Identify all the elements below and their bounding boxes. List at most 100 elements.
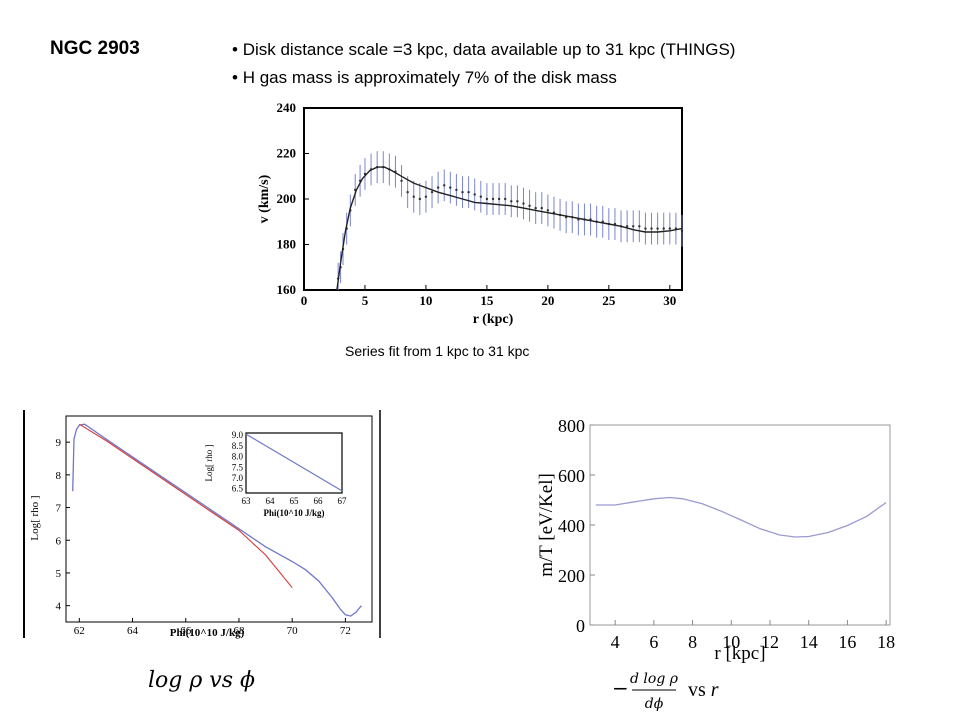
data-point	[528, 204, 531, 208]
data-point	[668, 227, 672, 230]
rotation-curve-errorbars	[337, 151, 683, 290]
data-point	[516, 200, 519, 203]
data-point	[455, 188, 458, 192]
x-tick-label: 12	[761, 632, 779, 652]
x-tick-label: 14	[800, 632, 818, 652]
bullet-marker: •	[232, 68, 238, 87]
x-tick-label: 68	[233, 625, 245, 637]
y-tick-label: 6	[56, 535, 62, 547]
y-tick-label: 600	[558, 466, 585, 486]
data-point	[534, 206, 537, 210]
caption-denominator: dϕ	[645, 696, 664, 712]
data-point	[485, 197, 489, 201]
data-point	[662, 227, 665, 230]
y-tick-label: 8	[56, 470, 62, 482]
y-tick-label: 200	[277, 191, 297, 206]
y-tick-label: 160	[277, 282, 297, 297]
y-axis-label: m/T [eV/Kel]	[536, 473, 557, 577]
inset-y-tick-label: 9.0	[232, 430, 244, 440]
inset-y-tick-label: 6.5	[232, 484, 244, 494]
y-tick-label: 400	[558, 516, 585, 536]
x-tick-label: 10	[722, 632, 740, 652]
data-point	[449, 186, 452, 189]
data-point	[632, 225, 635, 228]
x-tick-label: 5	[362, 293, 369, 308]
inset-x-tick-label: 63	[242, 496, 252, 506]
y-tick-label: 0	[576, 616, 585, 636]
x-tick-label: 6	[649, 632, 658, 652]
data-point	[540, 206, 543, 210]
bullet-item-gas-mass: • H gas mass is approximately 7% of the …	[232, 68, 617, 88]
data-point	[424, 195, 428, 198]
inset-x-axis-label: Phi(10^10 J/kg)	[264, 508, 325, 518]
data-point	[546, 209, 550, 212]
y-tick-label: 9	[56, 437, 62, 449]
data-point	[522, 202, 525, 205]
x-tick-label: 8	[688, 632, 697, 652]
data-point	[473, 193, 476, 196]
data-point	[418, 197, 422, 201]
bottom-caption-left: log ρ vs ϕ	[148, 668, 255, 693]
y-tick-label: 4	[56, 601, 62, 613]
data-point	[400, 179, 403, 182]
x-tick-label: 4	[611, 632, 620, 652]
mT-curve	[595, 496, 887, 538]
inset-x-tick-label: 67	[338, 496, 348, 506]
inset-y-tick-label: 7.5	[232, 462, 244, 472]
log-rho-vs-phi-caption: log ρ vs ϕ	[148, 668, 255, 693]
y-axis-label: Log[ rho ]	[29, 495, 41, 540]
y-tick-label: 240	[277, 100, 297, 115]
data-point	[406, 190, 409, 194]
x-axis-label: r [kpc]	[714, 643, 765, 664]
data-point	[497, 197, 501, 201]
page-title: NGC 2903	[50, 38, 140, 59]
inset-x-tick-label: 64	[266, 496, 276, 506]
x-tick-label: 66	[180, 625, 192, 637]
data-point	[430, 190, 434, 194]
bullet-text: H gas mass is approximately 7% of the di…	[242, 68, 617, 87]
data-point	[479, 195, 483, 198]
data-point	[443, 184, 446, 187]
mT-ticks: 4 6 8 10 12 14 16 18 0 200 400 600 800	[558, 416, 895, 652]
data-point	[412, 195, 415, 198]
inset-x-tick-label: 65	[290, 496, 300, 506]
data-point	[644, 227, 647, 230]
y-tick-label: 7	[56, 503, 62, 515]
x-tick-label: 25	[602, 293, 616, 308]
x-tick-label: 20	[541, 293, 554, 308]
data-point	[491, 197, 495, 201]
inset-plot: 63 64 65 66 676.57.07.58.08.59.0 Log[ rho ] …	[204, 430, 347, 518]
inset-y-tick-label: 8.5	[232, 441, 244, 451]
x-tick-label: 0	[301, 293, 308, 308]
data-point	[680, 229, 684, 233]
data-point	[503, 197, 507, 201]
bullet-marker: •	[232, 40, 238, 59]
rotation-curve-fit-line	[336, 166, 683, 291]
x-tick-label: 72	[340, 625, 351, 637]
linear-fit-line	[79, 423, 293, 589]
y-tick-label: 5	[56, 568, 62, 580]
bullet-item-disk-scale: • Disk distance scale =3 kpc, data avail…	[232, 40, 735, 60]
x-tick-label: 18	[877, 632, 895, 652]
inset-y-tick-label: 8.0	[232, 452, 244, 462]
inset-y-tick-label: 7.0	[232, 473, 244, 483]
fit-caption: Series fit from 1 kpc to 31 kpc	[345, 343, 530, 359]
inset-curve	[245, 433, 343, 492]
x-tick-label: 16	[838, 632, 856, 652]
y-tick-label: 200	[558, 566, 585, 586]
bullet-text: Disk distance scale =3 kpc, data availab…	[242, 40, 736, 59]
data-point	[625, 225, 629, 228]
x-tick-label: 62	[74, 625, 85, 637]
x-axis-label: Phi(10^10 J/kg)	[170, 627, 245, 639]
data-point	[650, 227, 653, 230]
x-tick-label: 70	[287, 625, 299, 637]
x-tick-label: 15	[480, 293, 494, 308]
data-point	[510, 200, 513, 203]
dlogrho-dphi-vs-r-caption: − d log ρ dϕ vs r	[612, 671, 719, 712]
x-axis-label: r (kpc)	[473, 312, 514, 327]
data-point	[656, 227, 659, 230]
data-point	[436, 186, 440, 189]
y-axis-label: v (km/s)	[257, 174, 272, 223]
